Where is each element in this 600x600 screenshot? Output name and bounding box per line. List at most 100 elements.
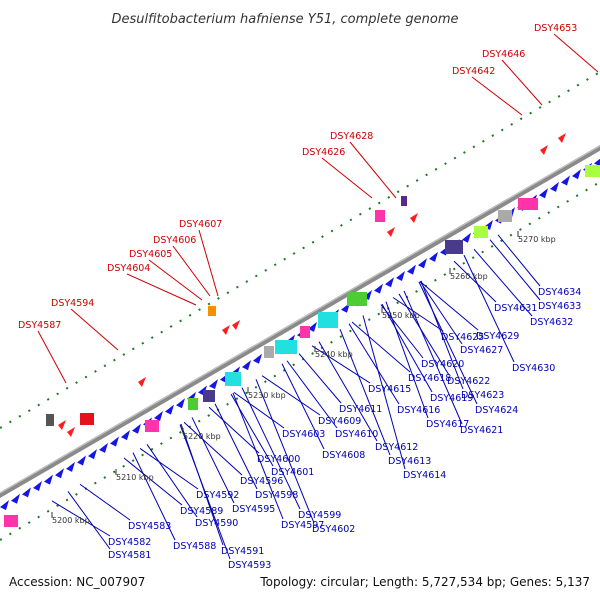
top-strand-gene [540,145,548,155]
gene-label-bottom: DSY4618 [408,373,451,384]
scale-tick-label: 5250 kbp [382,311,420,320]
bottom-strand-gene-arrow [550,181,559,192]
scale-tick-label: 5220 kbp [183,432,221,441]
top-strand-gene [558,133,566,143]
gene-leader-line [51,500,111,537]
gene-leader-line [298,353,342,404]
gene-label-bottom: DSY4621 [460,425,503,436]
bottom-strand-gene-arrow [385,277,394,288]
gene-label-top: DSY4626 [302,147,345,158]
gene-leader-line [67,491,111,550]
gene-leader-line [418,281,478,405]
gene-leader-line [255,379,315,524]
scale-tick-label: 5230 kbp [248,391,286,400]
top-strand-gene [410,213,418,223]
gene-label-bottom: DSY4610 [335,429,378,440]
gene-leader-line [241,387,301,510]
scale-tick-label: 5210 kbp [116,473,154,482]
gene-label-bottom: DSY4582 [108,537,151,548]
gene-leader-line [261,375,321,416]
gene-label-bottom: DSY4622 [447,376,490,387]
genome-summary-text: Topology: circular; Length: 5,727,534 bp… [259,575,590,589]
gene-leader-line [351,321,411,373]
bottom-strand-gene-arrow [165,404,174,415]
gene-leader-line [398,293,450,376]
gene-label-bottom: DSY4614 [403,470,446,481]
scale-tick-label: 5240 kbp [315,350,353,359]
gene-leader-line [148,259,203,301]
top-strand-gene-box [375,210,385,222]
gene-label-bottom: DSY4634 [538,287,581,298]
bottom-strand-gene-arrow [176,398,185,409]
top-strand-features [46,133,566,437]
bottom-strand-gene-arrow [44,474,53,485]
top-strand-gene [58,420,66,430]
bottom-strand-features [0,158,600,527]
gene-label-bottom: DSY4608 [322,450,365,461]
gene-label-bottom: DSY4617 [426,419,469,430]
top-strand-gene-box [208,306,216,316]
bottom-strand-gene-arrow [396,270,405,281]
gene-leader-line [463,254,515,363]
gene-leader-line [403,290,463,425]
scale-tick-label: 5200 kbp [52,516,90,525]
gene-leader-line [489,239,541,301]
gene-leader-line [172,245,211,297]
gene-leader-line [233,391,285,429]
bottom-strand-gene-arrow [561,175,570,186]
gene-leader-line [70,308,119,351]
gene-label-bottom: DSY4612 [375,442,418,453]
bottom-gene-labels: DSY4634 DSY4633 DSY4632 DSY4631 DSY4630 DSY46… [108,287,581,571]
gene-label-top: DSY4606 [153,235,196,246]
bottom-strand-gene-arrow [77,455,86,466]
bottom-strand-gene-arrow [154,410,163,421]
bottom-strand-gene-arrow [418,258,427,269]
gene-leader-line [362,315,406,470]
top-strand-gene [222,325,230,335]
gene-label-bottom: DSY4592 [196,490,239,501]
gene-label-top: DSY4587 [18,320,61,331]
gene-leader-line [497,234,541,287]
bottom-strand-gene-arrow [253,353,262,364]
gene-leader-line [79,483,131,521]
bottom-strand-gene-arrow [572,169,581,180]
bottom-strand-gene-arrow [66,461,75,472]
gene-leader-line [392,297,444,332]
gene-leader-line [180,423,224,546]
bottom-strand-gene-box [275,340,297,354]
bottom-strand-gene-arrow [374,283,383,294]
gene-label-bottom: DSY4620 [421,359,464,370]
gene-label-bottom: DSY4611 [339,404,382,415]
gene-label-bottom: DSY4591 [221,546,264,557]
bottom-strand-gene-arrow [121,430,130,441]
gene-leader-line [139,448,199,490]
gene-label-bottom: DSY4603 [282,429,325,440]
top-strand-gene [387,227,395,237]
gene-leader-line [191,417,235,504]
gene-leader-line [132,452,176,541]
top-strand-gene [67,427,75,437]
gene-label-bottom: DSY4623 [461,390,504,401]
bottom-strand-gene-box [145,420,159,432]
gene-label-bottom: DSY4597 [281,520,324,531]
gene-leader-line [37,330,67,384]
scale-tick-label: 5270 kbp [518,235,556,244]
bottom-strand-gene-arrow [407,264,416,275]
scale-tick-labels: 5200 kbp 5210 kbp 5220 kbp 5230 kbp 5240 kbp… [51,231,556,525]
gene-label-bottom: DSY4602 [312,524,355,535]
top-strand-gene [232,320,240,330]
gene-label-top: DSY4642 [452,66,495,77]
gene-leader-line [198,229,219,297]
gene-label-top: DSY4646 [482,49,525,60]
gene-leader-line [471,76,523,116]
gene-label-bottom: DSY4633 [538,301,581,312]
gene-label-bottom: DSY4629 [476,331,519,342]
bottom-strand-gene-arrow [209,379,218,390]
map-title: Desulfitobacterium hafniense Y51, comple… [111,12,458,27]
scale-tick-label: 5260 kbp [450,272,488,281]
bottom-strand-gene-arrow [0,500,9,511]
gene-leader-line [123,457,183,506]
gene-leader-line [208,406,260,454]
gene-leader-line [348,323,400,405]
bottom-strand-gene-arrow [462,232,471,243]
